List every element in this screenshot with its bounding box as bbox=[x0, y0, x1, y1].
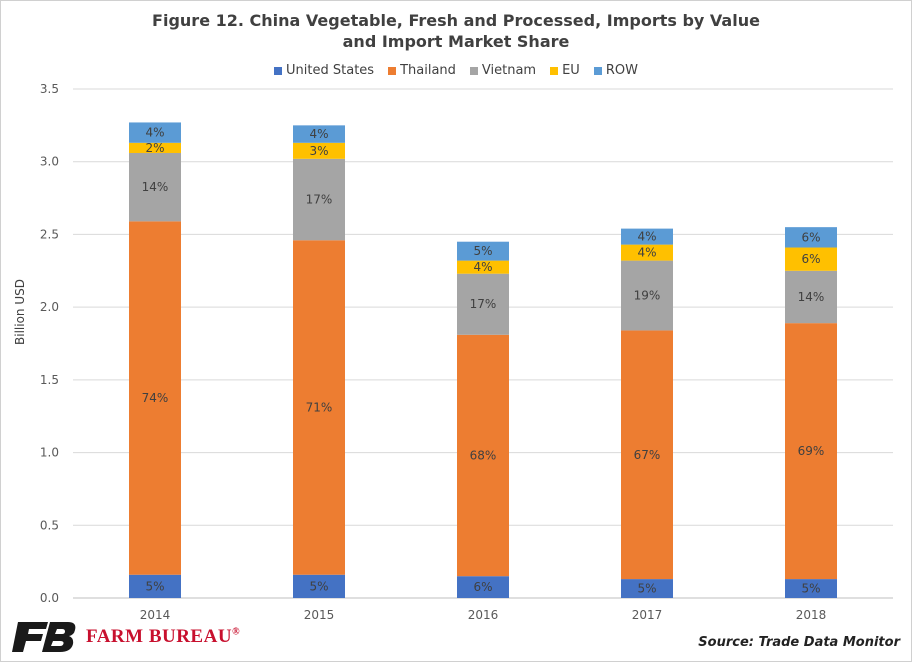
data-label: 5% bbox=[309, 579, 328, 593]
data-label: 4% bbox=[637, 246, 656, 260]
data-label: 6% bbox=[801, 230, 820, 244]
data-label: 5% bbox=[801, 582, 820, 596]
bar-segment bbox=[621, 228, 673, 245]
data-label: 4% bbox=[309, 127, 328, 141]
chart-title: Figure 12. China Vegetable, Fresh and Pr… bbox=[0, 10, 912, 52]
data-label: 19% bbox=[634, 289, 661, 303]
source-note: Source: Trade Data Monitor bbox=[698, 635, 900, 650]
bar-segment bbox=[457, 273, 509, 335]
data-label: 6% bbox=[801, 252, 820, 266]
legend-label-thailand: Thailand bbox=[400, 63, 456, 78]
bar-segment bbox=[129, 221, 181, 575]
bar-segment bbox=[293, 142, 345, 159]
bar-segment bbox=[457, 241, 509, 261]
farm-bureau-logo-mark-icon bbox=[12, 622, 76, 652]
bar-segment bbox=[785, 227, 837, 248]
x-tick-label: 2016 bbox=[468, 608, 499, 622]
data-label: 71% bbox=[306, 400, 333, 414]
data-label: 5% bbox=[145, 579, 164, 593]
y-tick-label: 0.0 bbox=[40, 591, 59, 605]
data-label: 17% bbox=[470, 297, 497, 311]
legend-label-eu: EU bbox=[562, 63, 580, 78]
bar-segment bbox=[621, 579, 673, 598]
bar-segment bbox=[621, 330, 673, 580]
y-tick-label: 1.5 bbox=[40, 373, 59, 387]
legend-label-united-states: United States bbox=[286, 63, 375, 78]
bar-segment bbox=[293, 574, 345, 598]
data-label: 14% bbox=[142, 180, 169, 194]
chart-title-line-2: and Import Market Share bbox=[342, 32, 570, 51]
data-label: 2% bbox=[145, 141, 164, 155]
x-tick-label: 2018 bbox=[796, 608, 827, 622]
data-label: 4% bbox=[637, 230, 656, 244]
x-tick-label: 2017 bbox=[632, 608, 663, 622]
y-tick-label: 2.0 bbox=[40, 300, 59, 314]
data-label: 5% bbox=[473, 244, 492, 258]
bar-segment bbox=[785, 247, 837, 271]
y-tick-label: 1.0 bbox=[40, 446, 59, 460]
bar-segment bbox=[457, 576, 509, 598]
legend-swatch-eu bbox=[550, 66, 559, 75]
data-label: 5% bbox=[637, 582, 656, 596]
legend-label-vietnam: Vietnam bbox=[481, 63, 537, 78]
bar-segment bbox=[129, 122, 181, 143]
legend-swatch-united-states bbox=[274, 66, 283, 75]
y-tick-label: 3.5 bbox=[40, 82, 59, 96]
data-label: 67% bbox=[634, 448, 661, 462]
data-label: 4% bbox=[473, 260, 492, 274]
chart-legend: United States Thailand Vietnam EU ROW bbox=[0, 63, 912, 78]
legend-label-row: ROW bbox=[605, 63, 638, 78]
bar-segment bbox=[785, 579, 837, 598]
data-label: 69% bbox=[798, 444, 825, 458]
x-tick-label: 2014 bbox=[140, 608, 171, 622]
legend-item-row: ROW bbox=[593, 63, 638, 78]
data-label: 17% bbox=[306, 193, 333, 207]
bar-segment bbox=[785, 270, 837, 324]
legend-item-vietnam: Vietnam bbox=[469, 63, 537, 78]
y-tick-label: 2.5 bbox=[40, 227, 59, 241]
y-tick-label: 0.5 bbox=[40, 518, 59, 532]
data-label: 4% bbox=[145, 126, 164, 140]
legend-swatch-row bbox=[593, 66, 602, 75]
bar-segment bbox=[621, 244, 673, 261]
data-label: 74% bbox=[142, 391, 169, 405]
legend-item-thailand: Thailand bbox=[388, 63, 456, 78]
bar-segment bbox=[457, 260, 509, 274]
bar-segment bbox=[129, 152, 181, 222]
legend-item-united-states: United States bbox=[274, 63, 374, 78]
y-axis-label: Billion USD bbox=[13, 279, 27, 345]
farm-bureau-logo: FARM BUREAU® bbox=[10, 620, 240, 654]
data-label: 14% bbox=[798, 290, 825, 304]
brand-name: FARM BUREAU® bbox=[86, 626, 240, 648]
bar-segment bbox=[293, 240, 345, 575]
data-label: 6% bbox=[473, 580, 492, 594]
chart-title-line-1: Figure 12. China Vegetable, Fresh and Pr… bbox=[152, 11, 760, 30]
legend-swatch-vietnam bbox=[469, 66, 478, 75]
bar-segment bbox=[293, 158, 345, 241]
data-label: 68% bbox=[470, 448, 497, 462]
legend-item-eu: EU bbox=[550, 63, 580, 78]
bar-segment bbox=[293, 125, 345, 143]
y-tick-label: 3.0 bbox=[40, 155, 59, 169]
bar-segment bbox=[129, 142, 181, 153]
brand-name-text: FARM BUREAU bbox=[86, 626, 233, 647]
legend-swatch-thailand bbox=[388, 66, 397, 75]
data-label: 3% bbox=[309, 144, 328, 158]
bar-segment bbox=[457, 334, 509, 577]
registered-mark: ® bbox=[232, 626, 241, 638]
x-tick-label: 2015 bbox=[304, 608, 335, 622]
bar-segment bbox=[621, 260, 673, 331]
bar-segment bbox=[129, 574, 181, 598]
bar-segment bbox=[785, 323, 837, 580]
